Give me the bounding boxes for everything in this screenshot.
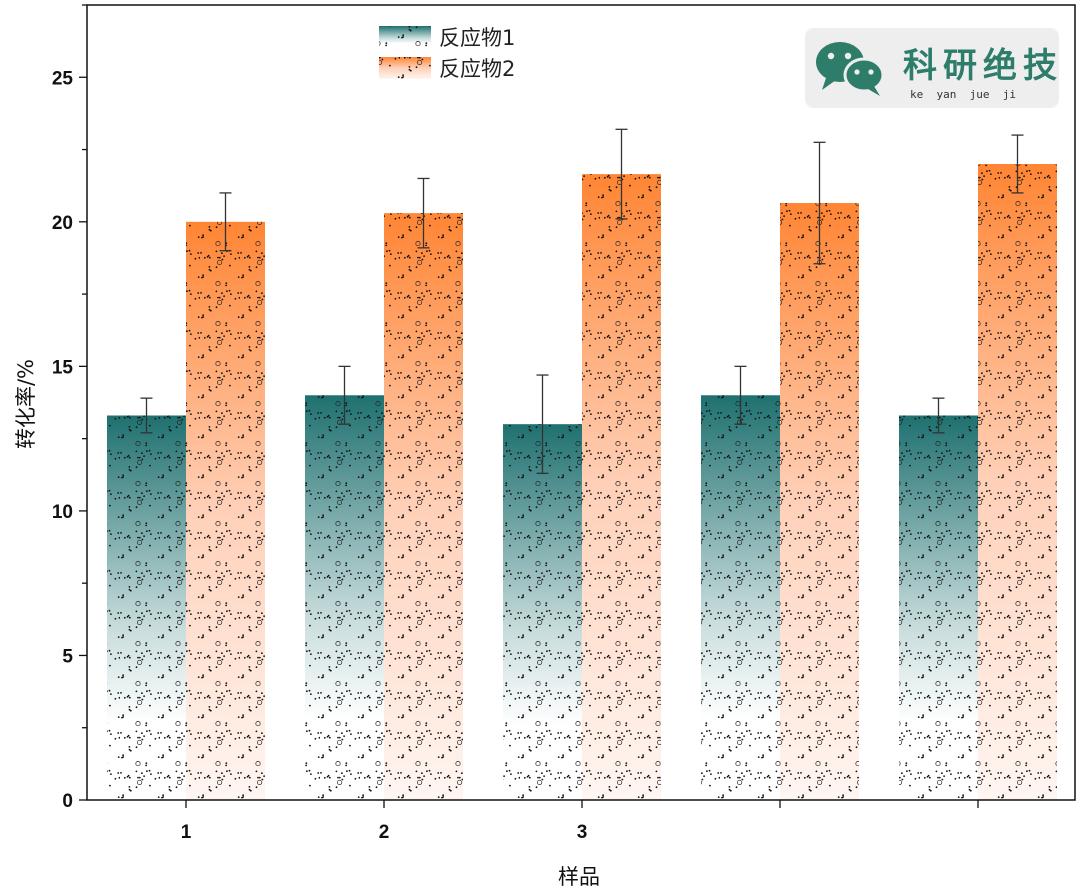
- y-tick-label: 20: [52, 213, 73, 234]
- y-tick-label: 15: [52, 357, 74, 378]
- bar-2-3: [582, 174, 661, 801]
- bar-1-3: [503, 424, 582, 800]
- bars-layer: [107, 164, 1057, 801]
- error-bar-1-4: [734, 365, 747, 425]
- legend-label: 反应物1: [439, 26, 515, 50]
- legend-item-2: 反应物2: [379, 57, 515, 81]
- y-tick-label: 25: [52, 68, 74, 89]
- error-bar-1-2: [338, 365, 351, 425]
- bar-1-2: [305, 395, 384, 800]
- bar-1-5: [899, 415, 978, 800]
- x-tick-label: 1: [181, 822, 192, 843]
- y-tick-label: 0: [62, 791, 73, 812]
- watermark-logo: 科研绝技 ke yan jue ji: [805, 28, 1063, 108]
- error-bar-2-1: [219, 192, 232, 252]
- y-tick-label: 10: [52, 502, 73, 523]
- watermark-title: 科研绝技: [903, 46, 1063, 86]
- bar-2-5: [978, 164, 1057, 800]
- y-tick-label: 5: [62, 646, 73, 667]
- x-axis-title: 样品: [558, 865, 600, 889]
- bar-1-1: [107, 415, 186, 800]
- x-tick-label: 3: [577, 822, 588, 843]
- error-bar-2-3: [615, 128, 628, 220]
- error-bar-1-1: [140, 397, 153, 434]
- y-axis-title: 转化率/%: [14, 359, 38, 449]
- bar-2-1: [186, 221, 265, 800]
- bar-1-4: [701, 395, 780, 800]
- axes: 0 5 10 15 20 25 1 2 3 样品 转化率/%: [14, 4, 1076, 889]
- watermark-subtitle: ke yan jue ji: [910, 88, 1016, 101]
- error-bar-1-5: [932, 397, 945, 434]
- legend-item-1: 反应物1: [379, 26, 515, 50]
- bar-2-2: [384, 213, 463, 801]
- x-tick-label: 2: [379, 822, 390, 843]
- error-bar-2-4: [813, 141, 826, 265]
- error-bar-2-5: [1011, 134, 1024, 194]
- legend: 反应物1 反应物2: [379, 26, 515, 81]
- legend-label: 反应物2: [439, 57, 515, 81]
- bar-2-4: [780, 203, 859, 800]
- plot-frame: [86, 4, 1076, 801]
- wechat-icon: [816, 42, 885, 96]
- error-bar-2-2: [417, 177, 430, 249]
- error-bar-1-3: [536, 374, 549, 474]
- error-bars-layer: [140, 128, 1024, 474]
